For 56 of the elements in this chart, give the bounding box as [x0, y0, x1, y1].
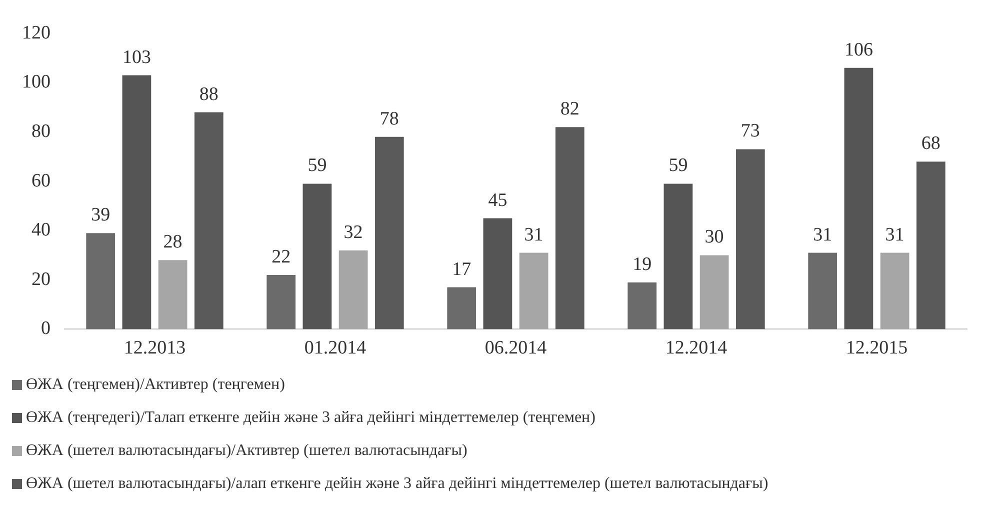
bar [664, 184, 693, 330]
data-label: 45 [488, 190, 508, 211]
data-label: 39 [91, 204, 110, 226]
data-label: 31 [885, 224, 904, 246]
data-label: 32 [344, 222, 363, 243]
bar [302, 184, 332, 330]
data-label: 17 [452, 258, 472, 280]
bar [808, 252, 838, 330]
x-tick-label: 01.2014 [304, 338, 367, 359]
data-label: 82 [560, 98, 580, 120]
x-tick-label: 06.2014 [484, 338, 548, 359]
legend-label: ӨЖА (шетел валютасындағы)/алап еткенге дейін және 3 айға дейінгі міндеттемелер (шетел валютасындағы) [26, 474, 768, 492]
data-label: 106 [844, 39, 873, 60]
y-tick-label: 100 [22, 72, 50, 93]
x-tick-label: 12.2013 [124, 338, 186, 359]
data-label: 78 [380, 108, 399, 130]
bar [266, 274, 296, 330]
data-label: 19 [632, 254, 652, 275]
bar [194, 112, 224, 330]
y-tick-label: 20 [32, 268, 50, 290]
x-tick-label: 12.2014 [665, 338, 728, 359]
bar [519, 252, 548, 330]
data-label: 31 [813, 224, 832, 246]
data-label: 28 [163, 232, 182, 253]
bar [916, 162, 946, 330]
y-tick-label: 60 [32, 170, 50, 192]
bar [158, 260, 188, 330]
bar [736, 149, 765, 330]
data-label: 22 [272, 246, 291, 268]
data-label: 59 [668, 155, 688, 176]
bar [555, 127, 584, 330]
y-tick-label: 120 [22, 22, 50, 44]
x-tick-label: 12.2015 [846, 338, 908, 359]
bar [880, 252, 910, 330]
legend-label: ӨЖА (теңгедегі)/Талап еткенге дейін және 3 айға дейінгі міндеттемелер (теңгемен) [26, 408, 596, 426]
data-label: 73 [740, 120, 760, 142]
y-tick-label: 80 [32, 120, 50, 142]
bar [374, 136, 404, 330]
bar [483, 218, 512, 330]
legend-label: ӨЖА (теңгемен)/Активтер (теңгемен) [26, 376, 285, 394]
data-label: 103 [122, 46, 151, 68]
bar [700, 255, 729, 330]
bar [122, 75, 152, 330]
bar [447, 287, 476, 330]
bar [628, 282, 657, 330]
bar [86, 233, 116, 330]
data-label: 30 [704, 226, 724, 248]
bar [338, 250, 368, 330]
data-label: 68 [921, 133, 940, 154]
bar [844, 68, 874, 330]
data-label: 31 [524, 224, 544, 246]
y-tick-label: 40 [32, 220, 50, 241]
legend-label: ӨЖА (шетел валютасындағы)/Активтер (шетел валютасындағы) [26, 442, 468, 460]
data-label: 88 [199, 84, 218, 105]
y-tick-label: 0 [41, 318, 50, 340]
data-label: 59 [308, 155, 327, 176]
